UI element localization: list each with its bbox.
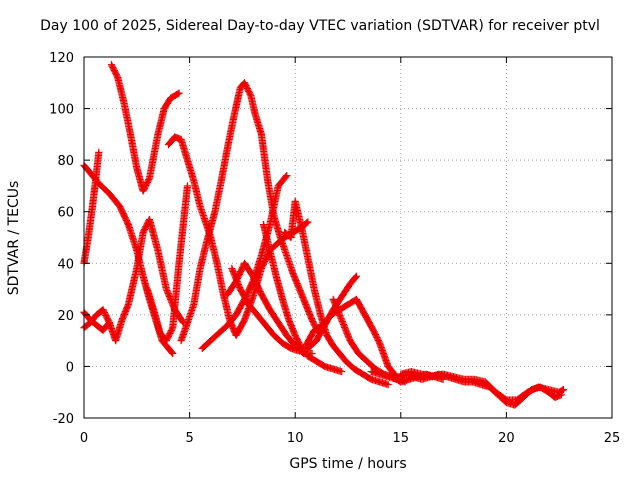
data-point-marker <box>384 380 392 389</box>
data-point-marker <box>304 218 312 226</box>
data-point-marker <box>351 273 360 281</box>
data-point-marker <box>183 182 192 190</box>
y-tick-label: -20 <box>53 412 74 427</box>
data-point-marker <box>352 272 361 280</box>
y-tick-label: 20 <box>57 309 74 324</box>
data-point-marker <box>308 349 316 358</box>
x-tick-label: 15 <box>393 431 410 446</box>
y-tick-label: 120 <box>49 51 74 66</box>
data-point-marker <box>168 325 176 333</box>
plot-frame <box>83 56 613 419</box>
x-axis-label: GPS time / hours <box>289 456 407 472</box>
data-point-marker <box>558 386 566 394</box>
data-point-marker <box>105 318 113 327</box>
x-tick-label: 5 <box>185 431 193 446</box>
data-point-marker <box>338 367 346 376</box>
y-tick-label: 40 <box>57 257 74 272</box>
data-point-marker <box>174 90 182 98</box>
data-point-marker <box>168 348 176 357</box>
data-point-marker <box>175 89 183 97</box>
y-tick-label: 80 <box>57 154 74 169</box>
data-point-marker <box>282 173 290 181</box>
y-tick-label: 100 <box>49 103 74 118</box>
x-tick-label: 25 <box>604 431 621 446</box>
data-point-marker <box>104 320 113 328</box>
y-tick-label: 0 <box>66 360 74 375</box>
y-tick-label: 60 <box>57 206 74 221</box>
data-point-marker <box>559 386 568 394</box>
chart-title: Day 100 of 2025, Sidereal Day-to-day VTE… <box>40 18 600 34</box>
x-tick-label: 10 <box>287 431 304 446</box>
data-point-marker <box>283 172 291 180</box>
data-point-marker <box>95 148 103 157</box>
data-point-marker <box>303 219 311 227</box>
data-point-marker <box>169 349 177 358</box>
x-tick-label: 20 <box>498 431 515 446</box>
x-tick-label: 0 <box>80 431 88 446</box>
